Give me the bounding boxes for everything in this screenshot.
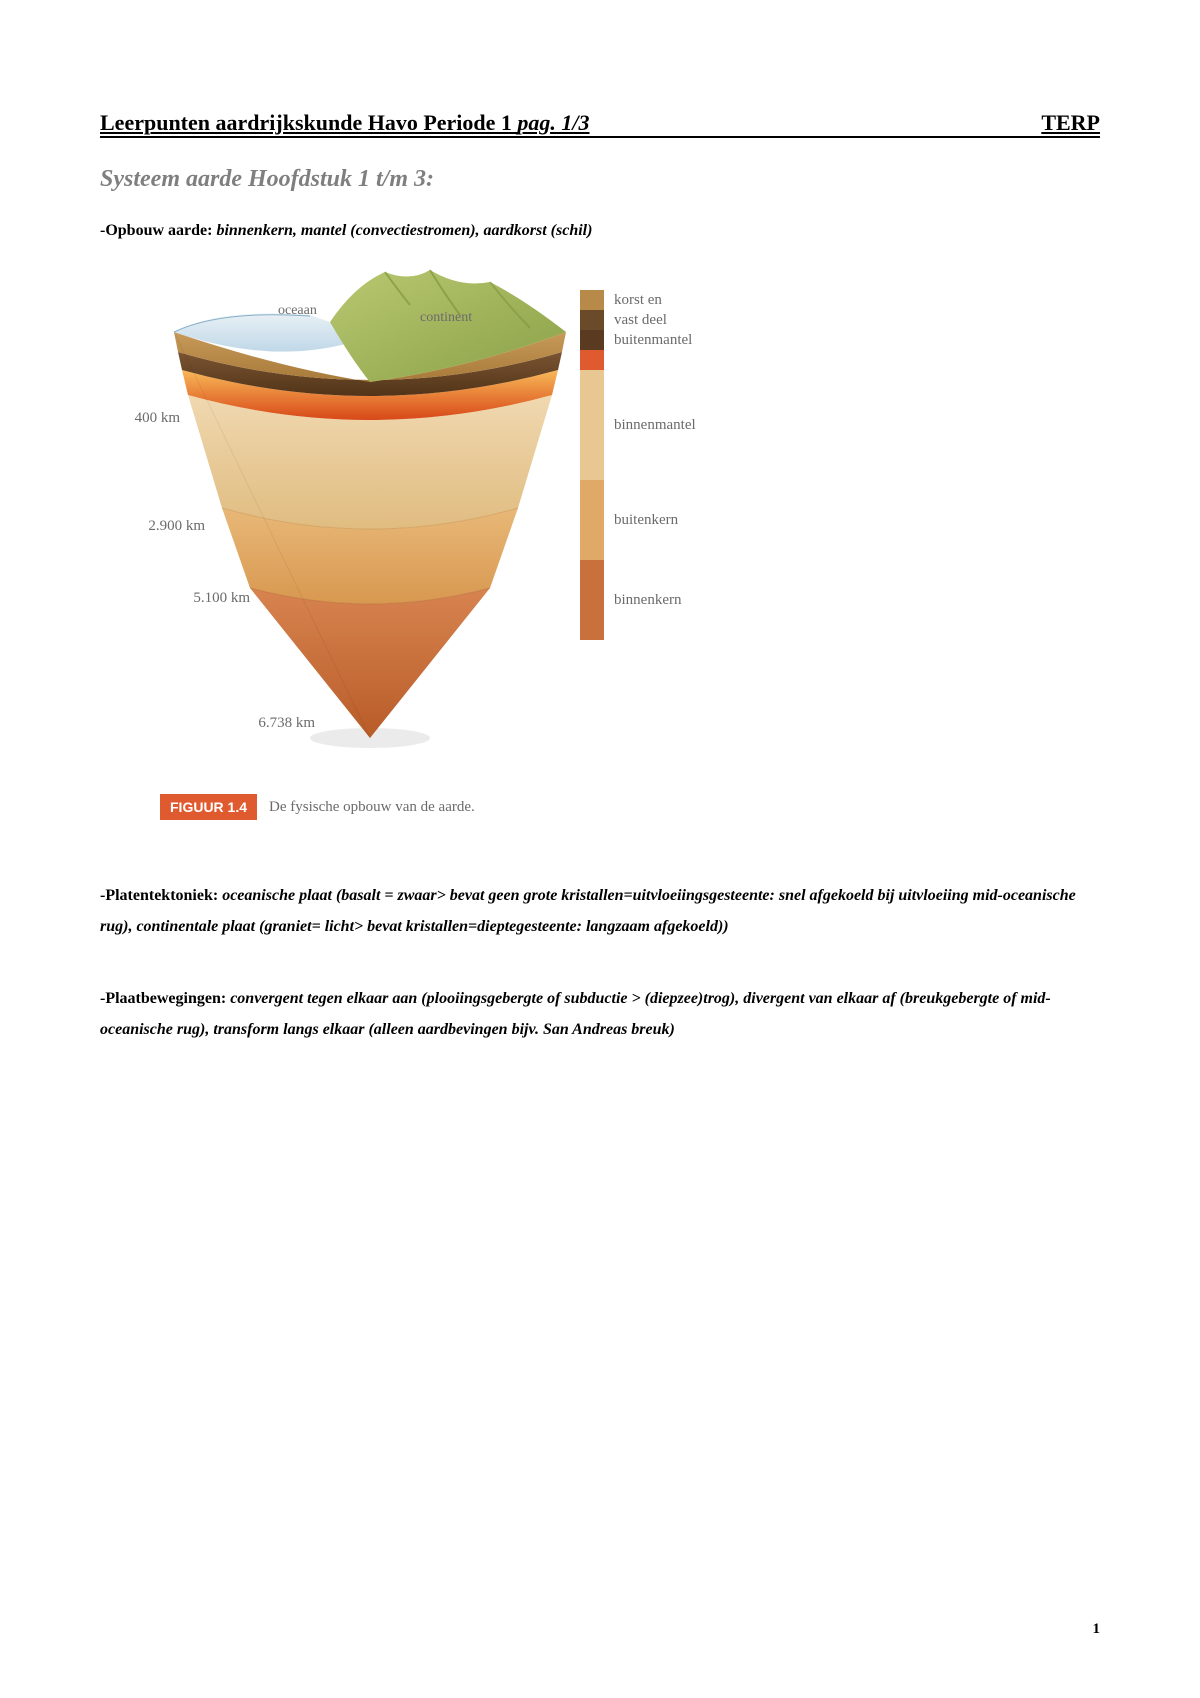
header-title: Leerpunten aardrijkskunde Havo Periode 1… — [100, 110, 590, 136]
legend: korst en vast deel buitenmantel binnenma… — [580, 290, 780, 640]
depth-5100: 5.100 km — [170, 590, 250, 607]
legend-text — [604, 350, 614, 370]
legend-row-5: buitenkern — [580, 480, 780, 560]
bullet-body: binnenkern, mantel (convectiestromen), a… — [216, 222, 592, 239]
label-oceaan: oceaan — [278, 303, 317, 319]
legend-row-2: buitenmantel — [580, 330, 780, 350]
legend-text: binnenkern — [604, 560, 681, 640]
legend-row-6: binnenkern — [580, 560, 780, 640]
legend-swatch — [580, 560, 604, 640]
legend-swatch — [580, 480, 604, 560]
label-continent: continent — [420, 310, 472, 326]
caption-text: De fysische opbouw van de aarde. — [269, 799, 475, 816]
legend-text: vast deel — [604, 310, 667, 330]
header-title-ital: pag. 1/3 — [517, 110, 589, 135]
depth-2900: 2.900 km — [125, 518, 205, 535]
header-right: TERP — [1041, 110, 1100, 136]
legend-text: korst en — [604, 290, 662, 310]
legend-swatch — [580, 350, 604, 370]
page-number: 1 — [1093, 1621, 1101, 1638]
bullet-plaatbewegingen: -Plaatbewegingen: convergent tegen elkaa… — [100, 983, 1100, 1045]
legend-swatch — [580, 370, 604, 480]
subtitle: Systeem aarde Hoofdstuk 1 t/m 3: — [100, 166, 1100, 193]
bullet-lead: -Platentektoniek: — [100, 887, 222, 904]
legend-row-0: korst en — [580, 290, 780, 310]
header-title-plain: Leerpunten aardrijkskunde Havo Periode 1 — [100, 110, 517, 135]
bullet-body: convergent tegen elkaar aan (plooiingsge… — [100, 990, 1051, 1038]
legend-swatch — [580, 290, 604, 310]
bullet-lead: -Plaatbewegingen: — [100, 990, 230, 1007]
legend-row-3 — [580, 350, 780, 370]
legend-text: binnenmantel — [604, 370, 696, 480]
bullet-opbouw: -Opbouw aarde: binnenkern, mantel (conve… — [100, 215, 1100, 246]
legend-text: buitenmantel — [604, 330, 692, 350]
page-header: Leerpunten aardrijkskunde Havo Periode 1… — [100, 110, 1100, 138]
earth-structure-figure: oceaan continent 400 km 2.900 km 5.100 k… — [130, 260, 790, 820]
legend-swatch — [580, 310, 604, 330]
bullet-lead: -Opbouw aarde: — [100, 222, 216, 239]
legend-row-4: binnenmantel — [580, 370, 780, 480]
legend-row-1: vast deel — [580, 310, 780, 330]
figure-caption: FIGUUR 1.4 De fysische opbouw van de aar… — [160, 794, 475, 820]
legend-swatch — [580, 330, 604, 350]
caption-badge: FIGUUR 1.4 — [160, 794, 257, 820]
earth-wedge-svg — [130, 260, 590, 760]
depth-6738: 6.738 km — [235, 715, 315, 732]
bullet-body: oceanische plaat (basalt = zwaar> bevat … — [100, 887, 1076, 935]
depth-400: 400 km — [100, 410, 180, 427]
legend-text: buitenkern — [604, 480, 678, 560]
bullet-platentektoniek: -Platentektoniek: oceanische plaat (basa… — [100, 880, 1100, 942]
